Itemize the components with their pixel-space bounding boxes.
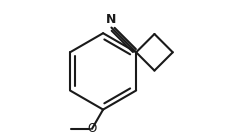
Text: N: N [106,13,117,26]
Text: O: O [87,122,97,135]
